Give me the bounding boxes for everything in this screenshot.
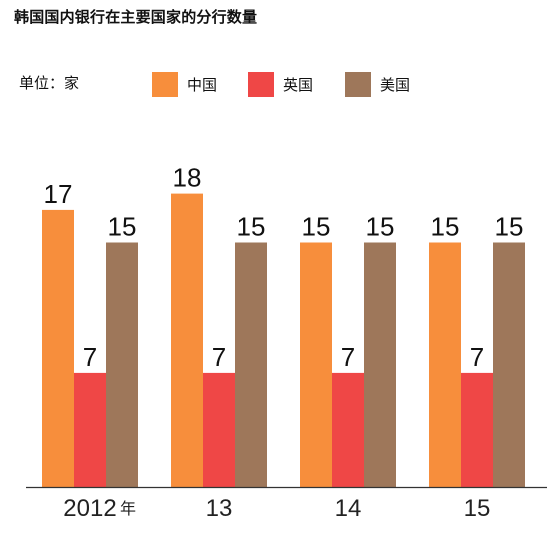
legend-swatch-usa — [345, 72, 371, 97]
chart-title: 韩国国内银行在主要国家的分行数量 — [14, 8, 258, 26]
legend-item-usa: 美国 — [345, 72, 410, 97]
data-label-usa-14: 15 — [366, 212, 395, 242]
data-label-china-15: 15 — [431, 212, 460, 242]
x-tick-suffix-year: 年 — [120, 499, 136, 518]
data-label-uk-2012: 7 — [83, 342, 97, 372]
x-tick-label-2012: 2012 — [63, 495, 116, 522]
bar-usa-15 — [493, 242, 525, 487]
data-label-usa-15: 15 — [495, 212, 524, 242]
data-label-china-13: 18 — [173, 163, 202, 193]
data-label-china-14: 15 — [302, 212, 331, 242]
legend-swatch-uk — [248, 72, 274, 97]
bar-china-13 — [171, 193, 203, 487]
bar-china-2012 — [42, 209, 74, 487]
bar-usa-14 — [364, 242, 396, 487]
bar-uk-15 — [461, 372, 493, 487]
legend-item-uk: 英国 — [248, 72, 313, 97]
data-label-usa-13: 15 — [237, 212, 266, 242]
bar-china-15 — [429, 242, 461, 487]
bar-china-14 — [300, 242, 332, 487]
bar-usa-2012 — [106, 242, 138, 487]
data-label-uk-13: 7 — [212, 342, 226, 372]
bar-uk-14 — [332, 372, 364, 487]
data-label-uk-14: 7 — [341, 342, 355, 372]
x-tick-label-15: 15 — [464, 495, 491, 522]
data-label-china-2012: 17 — [44, 179, 73, 209]
x-tick-label-13: 13 — [206, 495, 233, 522]
bar-usa-13 — [235, 242, 267, 487]
legend-swatch-china — [152, 72, 178, 97]
bar-uk-13 — [203, 372, 235, 487]
data-label-usa-2012: 15 — [108, 212, 137, 242]
data-label-uk-15: 7 — [470, 342, 484, 372]
bar-uk-2012 — [74, 372, 106, 487]
legend-label-usa: 美国 — [380, 76, 411, 94]
unit-label: 单位：家 — [19, 74, 80, 92]
legend-label-uk: 英国 — [283, 76, 314, 94]
x-tick-label-14: 14 — [335, 495, 362, 522]
legend-label-china: 中国 — [187, 76, 218, 94]
legend-item-china: 中国 — [152, 72, 217, 97]
